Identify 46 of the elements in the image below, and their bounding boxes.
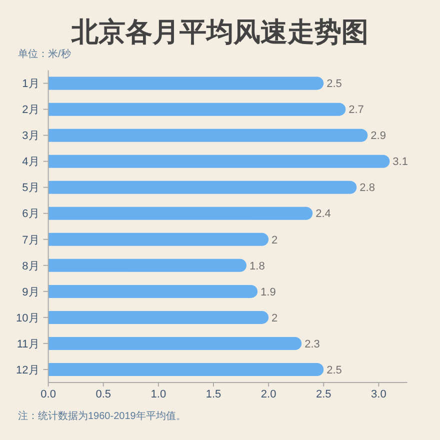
data-label: 2.9 xyxy=(370,130,386,142)
bar xyxy=(48,180,357,194)
x-tick-label: 3.0 xyxy=(371,388,386,400)
y-tick-label: 10月 xyxy=(16,312,40,324)
data-label: 1.8 xyxy=(250,260,265,272)
x-tick-label: 0.5 xyxy=(96,388,112,400)
bar xyxy=(48,154,390,168)
bar xyxy=(48,76,324,90)
bar xyxy=(48,310,269,324)
bar xyxy=(48,258,247,272)
y-tick-label: 11月 xyxy=(16,338,40,350)
bar xyxy=(48,232,269,246)
data-label: 2.8 xyxy=(360,182,375,194)
y-tick-label: 2月 xyxy=(22,104,40,116)
data-label: 2.4 xyxy=(316,208,331,220)
y-tick-label: 9月 xyxy=(22,286,40,298)
y-tick-label: 5月 xyxy=(22,182,40,194)
text: 注：统计数据为1960-2019年平均值。 xyxy=(18,410,186,422)
data-label: 2.7 xyxy=(348,104,364,116)
y-tick-label: 6月 xyxy=(22,208,40,220)
y-tick-label: 1月 xyxy=(22,78,40,90)
bar xyxy=(48,336,302,350)
data-label: 2 xyxy=(272,312,278,324)
bar xyxy=(48,206,313,220)
data-label: 2 xyxy=(272,234,278,246)
x-tick-label: 2.5 xyxy=(316,388,332,400)
x-tick-label: 1.0 xyxy=(150,388,166,400)
bar xyxy=(48,102,346,116)
x-tick-label: 1.5 xyxy=(206,388,222,400)
bar xyxy=(48,284,258,298)
y-tick-label: 12月 xyxy=(16,364,40,376)
x-tick-label: 0.0 xyxy=(40,388,56,400)
bar xyxy=(48,128,368,142)
y-tick-label: 7月 xyxy=(22,234,40,246)
y-tick-label: 4月 xyxy=(22,156,40,168)
data-label: 2.3 xyxy=(304,338,320,350)
data-label: 2.5 xyxy=(326,364,342,376)
chart-subtitle: 单位：米/秒 xyxy=(18,48,71,60)
data-label: 2.5 xyxy=(326,78,342,90)
x-tick-label: 2.0 xyxy=(260,388,276,400)
bar xyxy=(48,362,324,376)
y-tick-label: 8月 xyxy=(22,260,40,272)
data-label: 1.9 xyxy=(260,286,276,298)
chart-title: 北京各月平均风速走势图 xyxy=(70,17,368,47)
y-tick-label: 3月 xyxy=(22,130,40,142)
data-label: 3.1 xyxy=(392,156,408,168)
